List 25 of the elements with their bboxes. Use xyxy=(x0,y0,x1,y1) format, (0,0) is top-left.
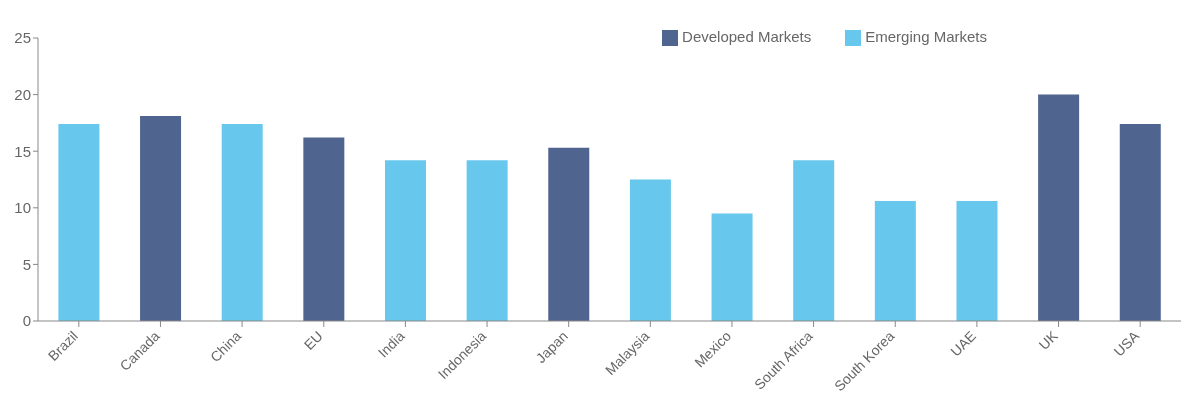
x-tick-label: EU xyxy=(300,327,326,353)
bar xyxy=(384,160,426,321)
y-tick-label: 5 xyxy=(22,255,31,273)
bar xyxy=(58,124,100,321)
y-tick-label: 15 xyxy=(14,142,31,160)
bar xyxy=(711,213,753,321)
bar xyxy=(956,201,998,321)
y-tick-label: 10 xyxy=(14,199,31,217)
bar xyxy=(874,201,916,321)
bar xyxy=(548,147,590,321)
y-tick-label: 0 xyxy=(22,312,31,330)
bar xyxy=(1119,124,1161,321)
bar xyxy=(140,116,182,321)
bar xyxy=(466,160,508,321)
x-tick-label: UK xyxy=(1035,327,1062,353)
x-tick-label: USA xyxy=(1110,327,1143,360)
legend-label: Emerging Markets xyxy=(865,28,987,45)
bar xyxy=(303,137,345,321)
bar xyxy=(221,124,263,321)
bar xyxy=(793,160,835,321)
legend-label: Developed Markets xyxy=(682,28,812,45)
bar xyxy=(629,179,671,321)
bar xyxy=(1038,94,1080,321)
y-tick-label: 25 xyxy=(14,29,31,47)
y-tick-label: 20 xyxy=(14,85,31,103)
